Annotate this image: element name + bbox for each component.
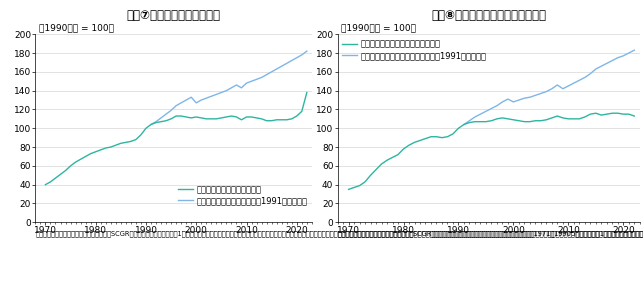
Text: 図表⑧　消費者物価指数のトレンド: 図表⑧ 消費者物価指数のトレンド — [431, 9, 546, 22]
Text: （1990年度 = 100）: （1990年度 = 100） — [39, 24, 114, 33]
Text: 図表⑦　実質賣金のトレンド: 図表⑦ 実質賣金のトレンド — [127, 9, 221, 22]
Text: （1990年度 = 100）: （1990年度 = 100） — [341, 24, 416, 33]
Text: （出所：内閣府、厚生労働省、総務省よりSCGR作成）　（注）コストプッシュ型の物価上昇を想定して、名目賣金の伸び率（5年移動平均、1期ラグ）に消費者物価指数の伸: （出所：内閣府、厚生労働省、総務省よりSCGR作成） （注）コストプッシュ型の物… — [338, 231, 643, 237]
Text: （出所：内閣府、厚生労働省、総務省よりSCGR作成）　（注）生産関数を1次同次のコブ・ダグラス型と仮定すると、利潤最大化の条件から、実質賣金の伸び率は労働生産性: （出所：内閣府、厚生労働省、総務省よりSCGR作成） （注）生産関数を1次同次の… — [35, 231, 643, 237]
Legend: 実質賣金トレンド（実績値）, 実質賣金トレンド（試算値、1991年度以降）: 実質賣金トレンド（実績値）, 実質賣金トレンド（試算値、1991年度以降） — [174, 182, 311, 209]
Legend: 消費者物価指数トレンド（実績値）, 消費者物価指数トレンド（試算値、1991年度以降）: 消費者物価指数トレンド（実績値）, 消費者物価指数トレンド（試算値、1991年度… — [339, 36, 490, 63]
